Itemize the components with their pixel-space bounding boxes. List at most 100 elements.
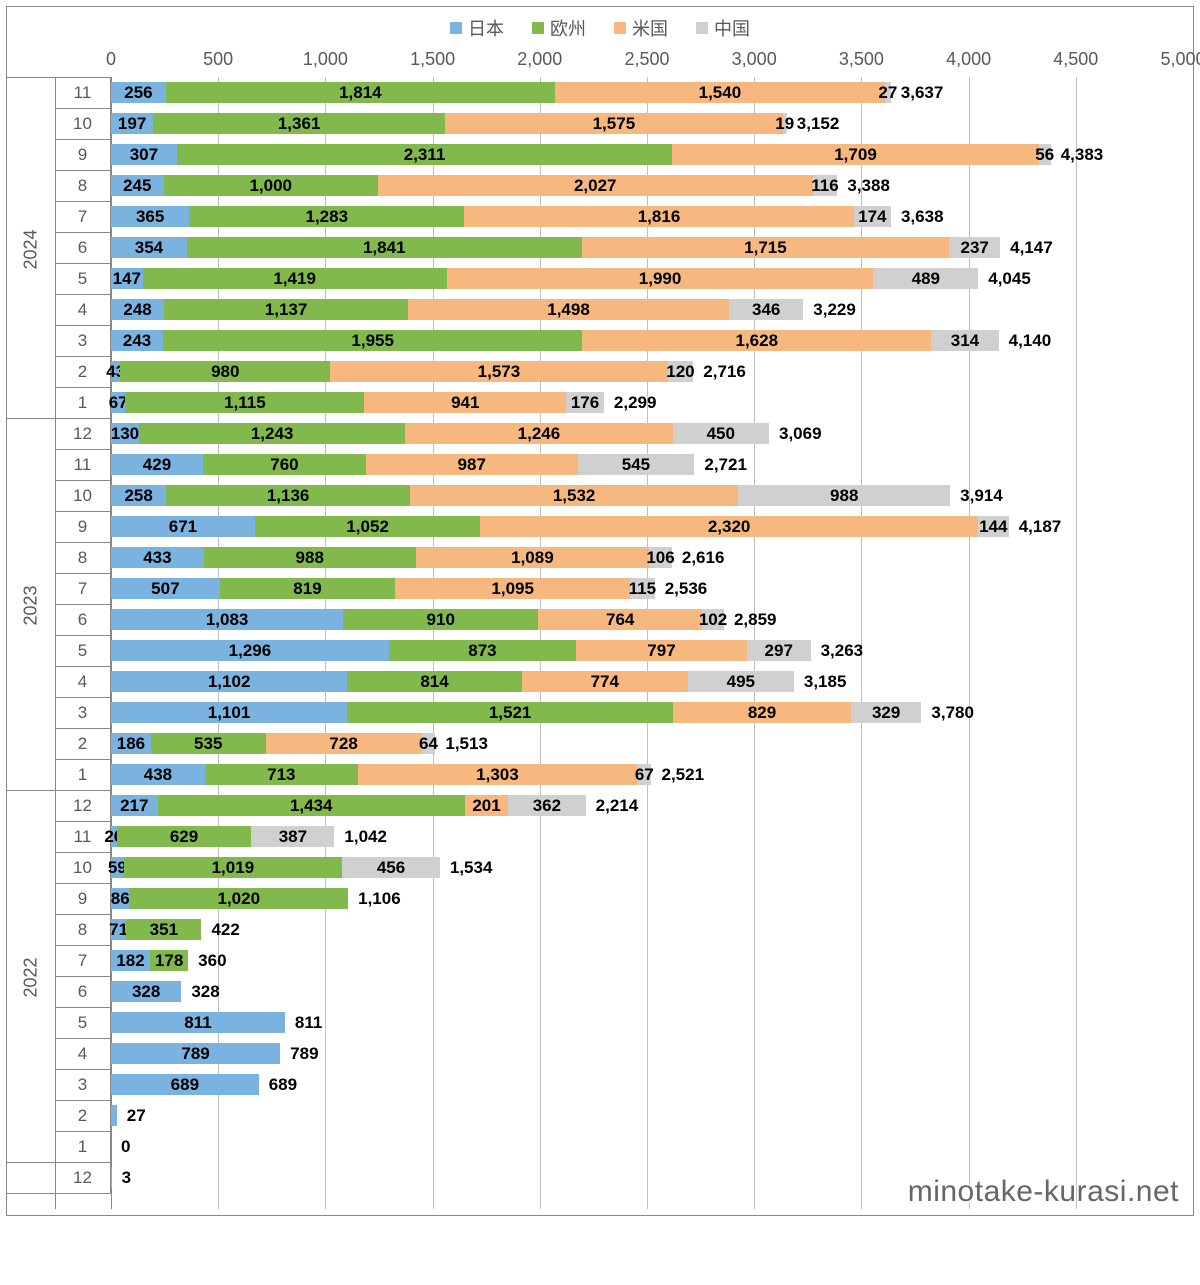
- month-cell: 2: [55, 728, 111, 759]
- bar-row: 3689689: [7, 1069, 1193, 1100]
- bar-segment-china: [649, 547, 672, 568]
- month-cell: 5: [55, 263, 111, 294]
- bar-segment-usa: [266, 733, 422, 754]
- bar-area: 3: [111, 1162, 1193, 1193]
- bar-area: 2581,1361,5329883,914: [111, 480, 1193, 511]
- x-tick: 2,500: [624, 49, 669, 70]
- bar-area: 1,1011,5218293293,780: [111, 697, 1193, 728]
- bar-segment-china: [637, 764, 651, 785]
- bar-segment-china: [578, 454, 695, 475]
- legend-item-usa: 米国: [614, 15, 668, 41]
- bar-area: 1,2968737972973,263: [111, 635, 1193, 666]
- legend-item-europe: 欧州: [532, 15, 586, 41]
- bar-segment-europe: [177, 144, 672, 165]
- bar-segment-japan: [111, 764, 205, 785]
- month-cell: 10: [55, 852, 111, 883]
- bar-segment-china: [251, 826, 334, 847]
- bar-segment-europe: [125, 392, 364, 413]
- bar-row: 63541,8411,7152374,147: [7, 232, 1193, 263]
- bar-area: 3541,8411,7152374,147: [111, 232, 1193, 263]
- total-label: 2,214: [596, 796, 639, 816]
- bar-segment-usa: [445, 113, 783, 134]
- bar-segment-usa: [538, 609, 702, 630]
- total-label: 3,069: [779, 424, 822, 444]
- bar-segment-japan: [111, 516, 255, 537]
- bar-segment-europe: [205, 764, 358, 785]
- bar-row: 42481,1371,4983463,229: [7, 294, 1193, 325]
- legend-swatch-japan: [450, 22, 462, 34]
- month-cell: 7: [55, 945, 111, 976]
- bar-segment-japan: [111, 950, 150, 971]
- bar-row: 102581,1361,5329883,914: [7, 480, 1193, 511]
- bar-segment-japan: [111, 175, 164, 196]
- month-cell: 12: [55, 1162, 111, 1193]
- bar-segment-japan: [111, 733, 151, 754]
- total-label: 2,616: [682, 548, 725, 568]
- bar-segment-europe: [126, 919, 201, 940]
- bar-segment-europe: [150, 950, 188, 971]
- bar-segment-europe: [124, 857, 342, 878]
- bar-segment-usa: [395, 578, 630, 599]
- bar-segment-usa: [465, 795, 508, 816]
- month-cell: 11: [55, 821, 111, 852]
- bar-segment-china: [688, 671, 794, 692]
- bar-row: 6328328: [7, 976, 1193, 1007]
- total-label: 3,152: [797, 114, 840, 134]
- bar-segment-europe: [129, 888, 348, 909]
- bar-row: 61,0839107641022,859: [7, 604, 1193, 635]
- bar-segment-china: [949, 237, 1000, 258]
- bar-segment-japan: [111, 330, 163, 351]
- total-label: 0: [121, 1137, 130, 1157]
- bar-segment-china: [885, 82, 891, 103]
- x-tick: 4,500: [1053, 49, 1098, 70]
- month-cell: 9: [55, 883, 111, 914]
- bar-segment-china: [851, 702, 922, 723]
- month-cell: 7: [55, 201, 111, 232]
- bar-segment-europe: [187, 237, 582, 258]
- month-cell: 6: [55, 232, 111, 263]
- bar-segment-europe: [158, 795, 465, 816]
- bar-segment-europe: [204, 547, 416, 568]
- bar-segment-china: [342, 857, 440, 878]
- bar-area: 0: [111, 1131, 1193, 1162]
- total-label: 4,147: [1010, 238, 1053, 258]
- bar-segment-japan: [111, 795, 158, 816]
- bar-segment-japan: [111, 888, 129, 909]
- total-label: 3,229: [813, 300, 856, 320]
- month-cell: 9: [55, 139, 111, 170]
- bar-segment-europe: [139, 423, 405, 444]
- bar-area: 182178360: [111, 945, 1193, 976]
- legend: 日本欧州米国中国: [7, 7, 1193, 45]
- bar-area: 671,1159411762,299: [111, 387, 1193, 418]
- bar-segment-europe: [189, 206, 464, 227]
- bar-segment-usa: [364, 392, 566, 413]
- total-label: 1,513: [445, 734, 488, 754]
- bar-segment-usa: [378, 175, 813, 196]
- bar-segment-usa: [522, 671, 688, 692]
- total-label: 789: [290, 1044, 318, 1064]
- bar-row: 101971,3611,575193,152: [7, 108, 1193, 139]
- bar-segment-japan: [111, 857, 124, 878]
- bar-segment-japan: [111, 299, 164, 320]
- month-cell: 12: [55, 790, 111, 821]
- legend-label-europe: 欧州: [550, 15, 586, 41]
- x-tick: 3,000: [732, 49, 777, 70]
- month-cell: 4: [55, 666, 111, 697]
- month-cell: 6: [55, 604, 111, 635]
- x-tick: 2,000: [517, 49, 562, 70]
- legend-swatch-usa: [614, 22, 626, 34]
- bar-area: 4387131,303672,521: [111, 759, 1193, 790]
- bar-row: 5811811: [7, 1007, 1193, 1038]
- month-cell: 11: [55, 449, 111, 480]
- bar-area: 186535728641,513: [111, 728, 1193, 759]
- bar-segment-china: [1039, 144, 1051, 165]
- end-row: [7, 1193, 1193, 1209]
- bar-area: 3651,2831,8161743,638: [111, 201, 1193, 232]
- month-cell: 2: [55, 356, 111, 387]
- bar-segment-japan: [111, 454, 203, 475]
- bar-segment-japan: [111, 361, 120, 382]
- total-label: 3,638: [901, 207, 944, 227]
- bar-segment-usa: [555, 82, 885, 103]
- total-label: 4,187: [1019, 517, 1062, 537]
- bar-area: 439801,5731202,716: [111, 356, 1193, 387]
